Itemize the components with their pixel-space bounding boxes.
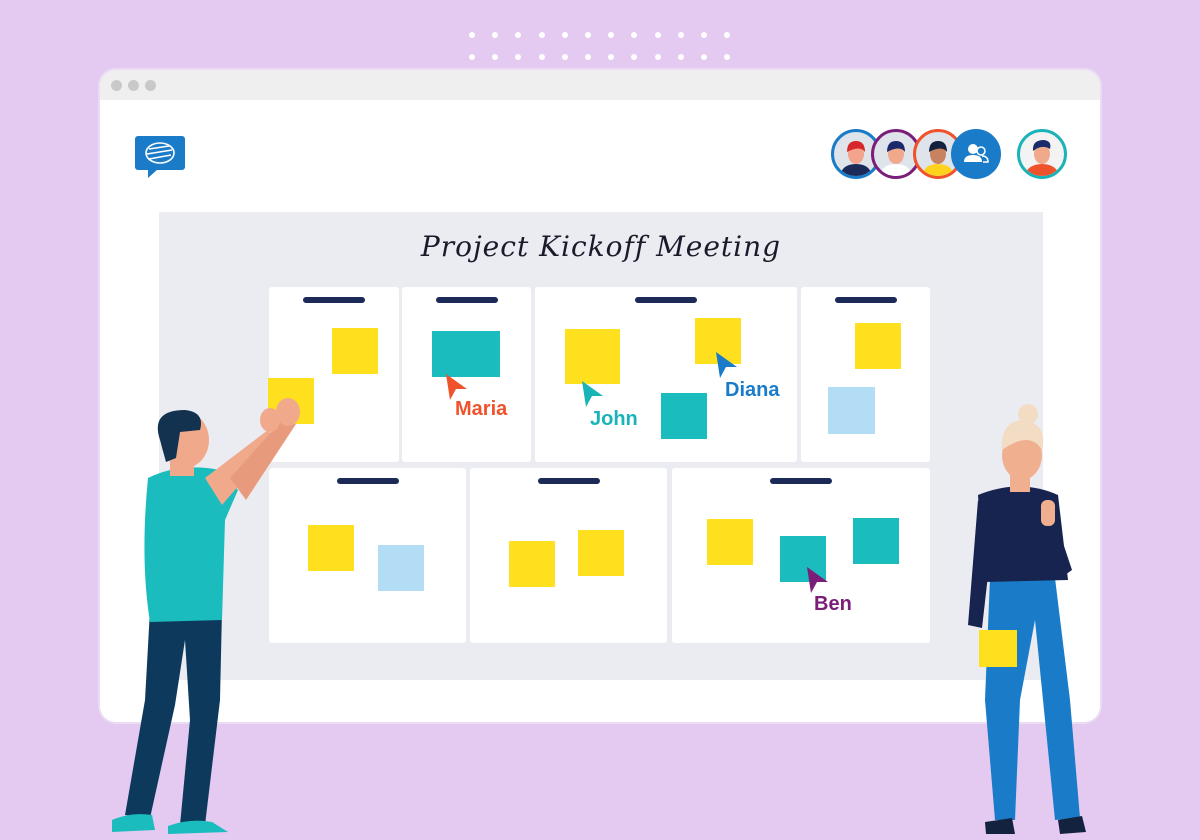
- window-control-dot[interactable]: [145, 80, 156, 91]
- window-titlebar: [100, 70, 1100, 100]
- decorative-dot: [677, 32, 684, 38]
- column-header-bar: [635, 297, 697, 303]
- decorative-dot: [585, 32, 591, 38]
- participants-group-button[interactable]: [951, 129, 1001, 179]
- window-control-dot[interactable]: [128, 80, 139, 91]
- decorative-dot: [469, 32, 475, 38]
- decorative-dot: [561, 32, 568, 38]
- decorative-dot: [724, 54, 731, 60]
- decorative-dot: [608, 54, 615, 60]
- board-column-card[interactable]: [269, 287, 399, 462]
- cursor-label-john: John: [590, 408, 638, 430]
- cursor-label-ben: Ben: [814, 593, 852, 615]
- sticky-note[interactable]: [308, 525, 354, 571]
- board-column-card[interactable]: [470, 468, 667, 643]
- decorative-dot: [492, 32, 499, 38]
- participants-group-icon: [964, 144, 989, 163]
- decorative-dot: [515, 54, 522, 60]
- sticky-note[interactable]: [578, 530, 624, 576]
- board-title: Project Kickoff Meeting: [420, 230, 782, 263]
- decorative-dot: [561, 54, 568, 60]
- avatar-woman-red-hair: [840, 141, 872, 176]
- app-logo-chat-icon[interactable]: [134, 136, 186, 182]
- sticky-note[interactable]: [855, 323, 901, 369]
- sticky-note[interactable]: [509, 541, 555, 587]
- decorative-dot: [608, 32, 615, 38]
- cursor-label-maria: Maria: [455, 398, 508, 420]
- whiteboard[interactable]: Project Kickoff Meeting: [159, 212, 1043, 680]
- window-control-dot[interactable]: [111, 80, 122, 91]
- cursor-pointer-icon: [807, 567, 828, 593]
- cursor-pointer-icon: [446, 374, 467, 400]
- decorative-dot: [677, 54, 684, 60]
- column-header-bar: [770, 478, 832, 484]
- current-user-avatar[interactable]: [1017, 129, 1067, 179]
- decorative-dot: [585, 54, 591, 60]
- avatar-man-navy-hair: [880, 141, 912, 176]
- decorative-dot: [469, 54, 475, 60]
- sticky-note[interactable]: [565, 329, 620, 384]
- sticky-note[interactable]: [661, 393, 707, 439]
- decorative-dot: [654, 32, 661, 38]
- sticky-note[interactable]: [707, 519, 753, 565]
- decorative-dot: [631, 32, 638, 38]
- cursor-label-diana: Diana: [725, 379, 780, 401]
- column-header-bar: [336, 478, 399, 484]
- avatar-man-icon: [1024, 140, 1060, 176]
- decorative-dot: [631, 54, 638, 60]
- column-header-bar: [537, 478, 600, 484]
- sticky-note[interactable]: [332, 328, 378, 374]
- decorative-dot: [538, 54, 545, 60]
- decorative-dot: [701, 32, 707, 38]
- decorative-dot: [515, 32, 522, 38]
- cursor-pointer-icon: [716, 352, 737, 378]
- column-header-bar: [435, 297, 498, 303]
- app-window: Project Kickoff Meeting: [100, 70, 1100, 722]
- board-column-card[interactable]: [269, 468, 466, 643]
- decorative-dot: [701, 54, 707, 60]
- sticky-note[interactable]: [268, 378, 314, 424]
- decorative-dot: [654, 54, 661, 60]
- sticky-note[interactable]: [432, 331, 500, 377]
- sticky-note[interactable]: [828, 387, 875, 434]
- sticky-note[interactable]: [853, 518, 899, 564]
- sticky-note[interactable]: [378, 545, 424, 591]
- decorative-dot: [492, 54, 499, 60]
- decorative-dot: [538, 32, 545, 38]
- decorative-dot: [724, 32, 731, 38]
- cursor-pointer-icon: [582, 381, 603, 407]
- sticky-note[interactable]: [780, 536, 826, 582]
- column-header-bar: [303, 297, 365, 303]
- board-column-card[interactable]: [801, 287, 930, 462]
- avatar-woman-dark-hair: [922, 141, 954, 176]
- column-header-bar: [834, 297, 897, 303]
